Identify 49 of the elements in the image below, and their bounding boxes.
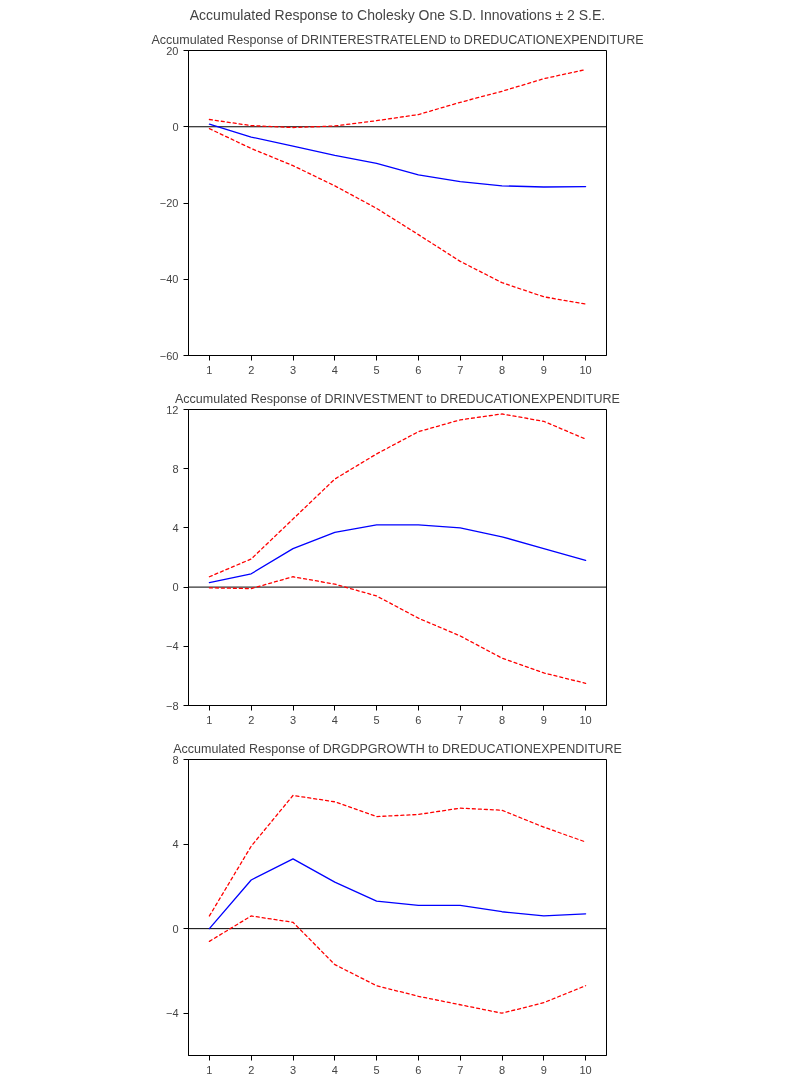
y-tick-label: 0 (172, 581, 179, 594)
y-tick-label: −20 (159, 197, 179, 209)
x-tick-label: 10 (579, 363, 592, 376)
x-tick-label: 6 (415, 1063, 422, 1076)
y-tick-label: −60 (159, 349, 179, 362)
y-tick-label: 8 (172, 753, 179, 766)
x-tick-label: 7 (457, 363, 464, 376)
y-tick-label: 8 (172, 462, 179, 475)
chart-subtitle: Accumulated Response of DRINTERESTRATELEND to DREDUCATIONEXPENDITURE (151, 32, 644, 47)
y-tick-label: 4 (172, 838, 179, 851)
x-tick-label: 1 (206, 363, 213, 376)
x-tick-label: 3 (289, 363, 297, 376)
x-tick-label: 2 (248, 1063, 255, 1076)
y-tick-label: 12 (166, 403, 179, 416)
y-tick-label: −8 (165, 699, 179, 712)
x-tick-label: 8 (498, 363, 506, 376)
y-tick-label: 20 (166, 44, 179, 57)
x-tick-label: 2 (248, 713, 255, 726)
x-tick-label: 9 (540, 713, 547, 726)
x-tick-label: 6 (415, 713, 422, 726)
x-tick-label: 8 (498, 713, 506, 726)
chart-title: Accumulated Response of DRGDPGROWTH to DREDUCATIONEXPENDITURE (173, 741, 622, 756)
x-tick-label: 4 (331, 363, 338, 376)
x-tick-label: 1 (206, 713, 213, 726)
x-tick-label: 2 (248, 363, 255, 376)
y-tick-label: −40 (159, 273, 179, 286)
x-tick-label: 10 (579, 713, 592, 726)
y-tick-label: 0 (172, 922, 179, 935)
x-tick-label: 4 (331, 1063, 338, 1076)
chart-title: Accumulated Response to Cholesky One S.D. Innovations ± 2 S.E. (189, 6, 606, 23)
chart-title: Accumulated Response of DRINVESTMENT to DREDUCATIONEXPENDITURE (174, 391, 620, 406)
x-tick-label: 3 (289, 713, 297, 726)
x-tick-label: 5 (373, 713, 380, 726)
x-tick-label: 5 (373, 1063, 380, 1076)
x-tick-label: 9 (540, 1063, 547, 1076)
x-tick-label: 10 (579, 1063, 592, 1076)
x-tick-label: 1 (206, 1063, 213, 1076)
x-tick-label: 5 (373, 363, 380, 376)
y-tick-label: −4 (165, 640, 179, 653)
x-tick-label: 6 (415, 363, 422, 376)
y-tick-label: −4 (165, 1007, 179, 1020)
x-tick-label: 8 (498, 1063, 506, 1076)
x-tick-label: 7 (457, 1063, 464, 1076)
y-tick-label: 0 (172, 120, 179, 133)
x-tick-label: 7 (457, 713, 464, 726)
x-tick-label: 9 (540, 363, 547, 376)
x-tick-label: 3 (289, 1063, 297, 1076)
y-tick-label: 4 (172, 521, 179, 534)
x-tick-label: 4 (331, 713, 338, 726)
